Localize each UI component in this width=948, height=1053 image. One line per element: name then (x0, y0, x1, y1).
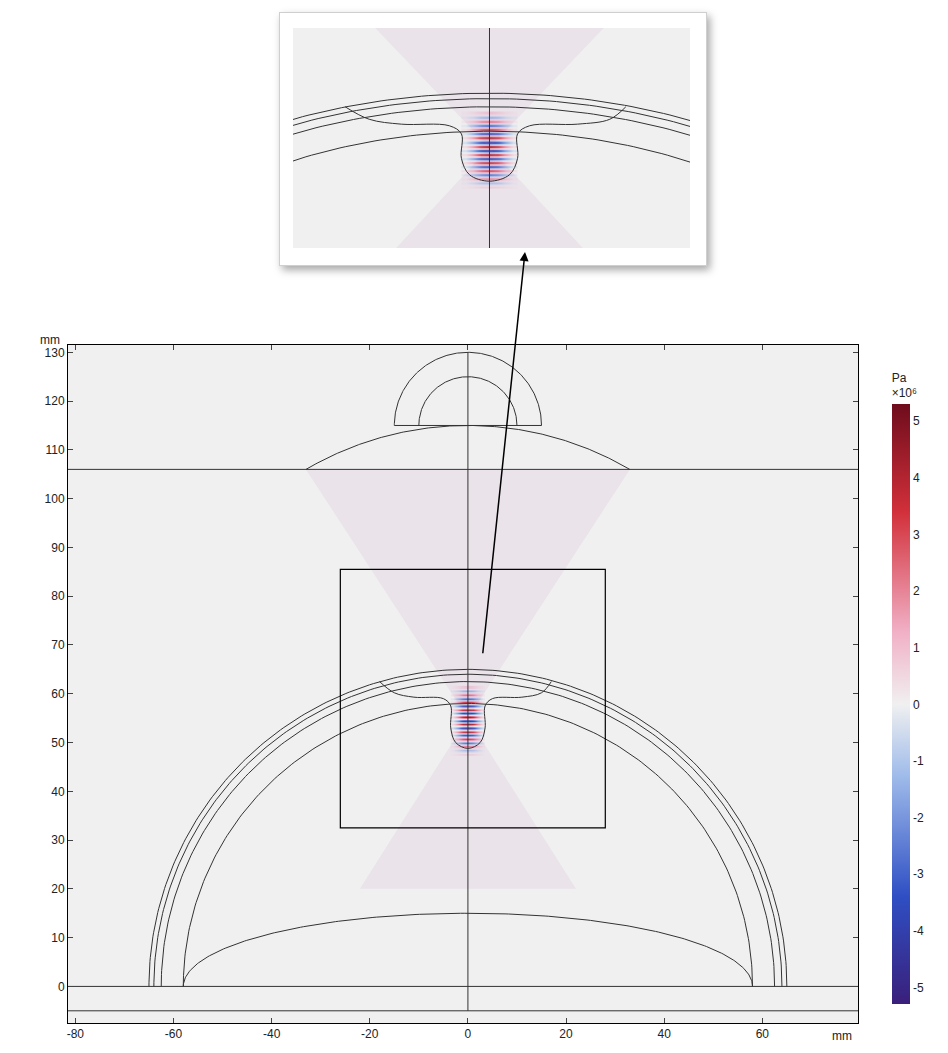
svg-text:50: 50 (51, 736, 65, 750)
svg-text:120: 120 (45, 394, 65, 408)
svg-text:-3: -3 (913, 867, 924, 881)
svg-text:2: 2 (913, 584, 920, 598)
svg-text:5: 5 (913, 414, 920, 428)
svg-text:-4: -4 (913, 924, 924, 938)
svg-text:30: 30 (51, 833, 65, 847)
svg-text:90: 90 (51, 541, 65, 555)
svg-text:Pa×10⁶: Pa×10⁶ (892, 371, 917, 401)
svg-text:mm: mm (832, 1029, 852, 1043)
svg-text:-20: -20 (361, 1027, 379, 1041)
svg-text:20: 20 (559, 1027, 573, 1041)
svg-text:40: 40 (658, 1027, 672, 1041)
svg-text:80: 80 (51, 589, 65, 603)
svg-text:-5: -5 (913, 981, 924, 995)
svg-text:110: 110 (45, 443, 64, 457)
svg-text:4: 4 (913, 471, 920, 485)
svg-text:20: 20 (51, 882, 65, 896)
svg-text:0: 0 (465, 1027, 472, 1041)
svg-text:-1: -1 (913, 754, 924, 768)
svg-text:100: 100 (45, 492, 65, 506)
svg-text:3: 3 (913, 528, 920, 542)
svg-text:0: 0 (913, 697, 920, 711)
svg-text:40: 40 (51, 785, 65, 799)
svg-text:-40: -40 (263, 1027, 281, 1041)
svg-text:60: 60 (51, 687, 65, 701)
svg-text:-80: -80 (67, 1027, 85, 1041)
svg-text:60: 60 (756, 1027, 770, 1041)
svg-text:0: 0 (58, 980, 65, 994)
svg-text:-2: -2 (913, 811, 924, 825)
svg-text:1: 1 (913, 641, 920, 655)
svg-text:10: 10 (51, 931, 65, 945)
svg-text:mm: mm (40, 333, 60, 347)
svg-text:-60: -60 (165, 1027, 183, 1041)
svg-text:130: 130 (45, 346, 65, 360)
svg-text:70: 70 (51, 638, 65, 652)
